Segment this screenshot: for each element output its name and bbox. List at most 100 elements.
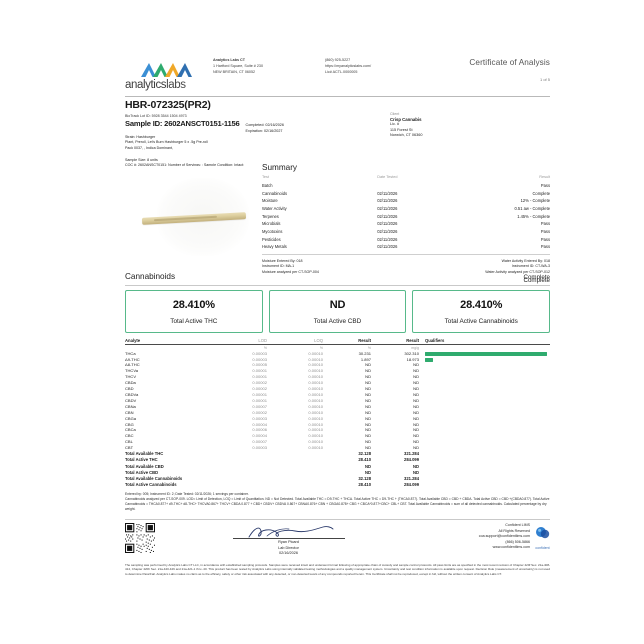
- lab-website[interactable]: https://myanalyticslabs.com/: [325, 63, 372, 68]
- analyte-result-pct: ND: [365, 380, 371, 386]
- summary-test-name: Heavy Metals: [262, 244, 287, 250]
- lab-address-line2: NEW BRITAIN, CT 06052: [213, 69, 256, 74]
- analyte-result-pct: ND: [365, 386, 371, 392]
- analyte-total-row: Total Active THC 28.410 284.099: [125, 457, 550, 464]
- total-result-pct: 32.128: [358, 451, 371, 457]
- confident-lims-block: Confident LIMS All Rights Reserved coa.s…: [422, 523, 550, 551]
- col-qualifiers: Qualifiers: [419, 338, 550, 345]
- total-result-mgg: 321.284: [404, 451, 419, 457]
- sample-dates: Completed: 02/16/2026 Expiration: 02/16/…: [246, 123, 284, 134]
- coa-title: Certificate of Analysis: [469, 58, 550, 67]
- analyte-lod: 0.00001: [252, 397, 267, 403]
- lab-name: Analytics Labs CT: [213, 58, 245, 62]
- analyte-loq: 0.00010: [308, 421, 323, 427]
- product-description: Plant, Preroll, Let's Burn Hashburger 5 …: [125, 140, 208, 145]
- analyte-row: Δ9-THC 0.00003 0.00010 1.897 18.973: [125, 357, 550, 363]
- analyte-lod: 0.00003: [252, 350, 267, 356]
- moisture-entered-by: Moisture Entered By: 018: [262, 258, 303, 263]
- analyte-name: CBDV: [125, 397, 137, 403]
- analyte-result-mgg: ND: [413, 433, 419, 439]
- analyte-result-mgg: ND: [413, 427, 419, 433]
- analyte-lod: 0.00003: [252, 356, 267, 362]
- analyte-loq: 0.00010: [308, 350, 323, 356]
- notes-divider: [125, 519, 550, 520]
- analyte-row: Δ8-THC 0.00005 0.00010 ND ND: [125, 363, 550, 369]
- analyte-loq: 0.00010: [308, 374, 323, 380]
- analyte-lod: 0.00007: [252, 403, 267, 409]
- confident-email[interactable]: coa.support@confidentlims.com: [478, 534, 530, 539]
- analyte-result-pct: ND: [365, 427, 371, 433]
- cannabinoids-header: Cannabinoids Complete: [125, 272, 550, 281]
- summary-row: Heavy Metals 02/11/2026 Pass: [262, 243, 550, 251]
- confident-phone: (866) 506-5866: [505, 539, 530, 544]
- logo-word-labs: labs: [166, 79, 186, 91]
- header-divider: [125, 96, 550, 97]
- qr-code-icon[interactable]: [125, 523, 155, 553]
- wa-sop: Water Activity analyzed per CT-SOP-012: [485, 269, 550, 274]
- total-result-pct: ND: [365, 469, 371, 475]
- analyte-result-mgg: ND: [413, 409, 419, 415]
- analyte-row: CBN 0.00002 0.00010 ND ND: [125, 410, 550, 416]
- water-activity-details: Water Activity Entered By: 018 Instrumen…: [485, 259, 550, 276]
- summary-test-name: Microbials: [262, 221, 281, 227]
- total-result-pct: 28.410: [358, 457, 371, 463]
- analyte-result-pct: ND: [365, 409, 371, 415]
- total-result-pct: ND: [365, 463, 371, 469]
- summary-date-tested: 02/11/2026: [377, 198, 398, 204]
- analyte-loq: 0.00010: [308, 409, 323, 415]
- analyte-name: CBNa: [125, 403, 136, 409]
- total-active-thc-label: Total Active THC: [170, 318, 218, 325]
- completed-date: Completed: 02/16/2026: [245, 123, 284, 127]
- analyte-result-mgg: ND: [413, 362, 419, 368]
- unit-lod: %: [263, 345, 267, 350]
- confident-website[interactable]: www.confidentlims.com: [492, 545, 530, 550]
- col-analyte: Analyte: [125, 338, 211, 345]
- coa-title-block: Certificate of Analysis 1 of 5: [443, 58, 550, 82]
- analyte-result-pct: ND: [365, 362, 371, 368]
- analyte-result-pct: ND: [365, 368, 371, 374]
- analyte-result-pct: 30.231: [358, 350, 371, 356]
- moisture-sop: Moisture analyzed per CT-SOP-004: [262, 269, 319, 274]
- summary-result-boxes: 28.410% Total Active THC ND Total Active…: [125, 290, 551, 333]
- col-result-mgg: Result: [371, 338, 419, 345]
- analyte-result-pct: ND: [365, 421, 371, 427]
- signatory-role: Lab Director: [278, 545, 299, 550]
- wa-entered-by: Water Activity Entered By: 018: [501, 258, 550, 263]
- biotrack-lot-id: BioTrack Lot ID: 5928 3544 1504 4973: [125, 113, 187, 118]
- coc-info: COC #: 2602ANSCT0151; Number of Servings…: [125, 163, 244, 168]
- total-active-cannabinoids-label: Total Active Cannabinoids: [444, 318, 518, 325]
- analyte-lod: 0.00002: [252, 380, 267, 386]
- analyte-result-pct: 1.897: [360, 356, 371, 362]
- cannabinoids-status: Complete: [523, 274, 550, 281]
- summary-test-name: Cannabinoids: [262, 190, 288, 196]
- analyte-header-row: Analyte LOD LOQ Result Result Qualifiers: [125, 338, 550, 345]
- summary-date-tested: 02/11/2026: [377, 205, 398, 211]
- total-active-thc-box: 28.410% Total Active THC: [125, 290, 263, 333]
- analyte-qualifier-bar: [419, 357, 550, 363]
- total-label: Total Active CBD: [125, 469, 159, 475]
- confident-rights: All Rights Reserved: [498, 528, 530, 533]
- sample-info: HBR-072325(PR2) BioTrack Lot ID: 5928 35…: [125, 99, 375, 169]
- lab-address: Analytics Labs CT 1 Hartford Square, Sui…: [213, 58, 325, 76]
- analyte-loq: 0.00010: [308, 380, 323, 386]
- summary-result-value: Complete: [532, 190, 550, 196]
- total-label: Total Available THC: [125, 451, 164, 457]
- total-qualifier: [419, 482, 550, 488]
- analyte-lod: 0.00004: [252, 421, 267, 427]
- confident-name: Confident LIMS: [505, 523, 530, 527]
- analyte-loq: 0.00010: [308, 439, 323, 445]
- client-address-line1: 115 Forest St: [390, 127, 413, 132]
- analyte-loq: 0.00010: [308, 415, 323, 421]
- summary-row: Cannabinoids 02/11/2026 Complete: [262, 189, 550, 197]
- analyte-name: CBT: [125, 445, 134, 451]
- analyte-loq: 0.00010: [308, 403, 323, 409]
- summary-test-name: Batch: [262, 182, 273, 188]
- summary-test-name: Pesticides: [262, 236, 281, 242]
- analyte-loq: 0.00010: [308, 391, 323, 397]
- cannabinoids-title: Cannabinoids: [125, 272, 176, 281]
- analyte-lod: 0.00001: [252, 391, 267, 397]
- strain: Strain: Hashburger: [125, 134, 156, 139]
- analyte-total-row: Total Available Cannabinoids 32.128 321.28…: [125, 476, 550, 482]
- confident-logo: confident: [535, 523, 550, 550]
- summary-row: Terpenes 02/11/2026 1.45% - Complete: [262, 212, 550, 220]
